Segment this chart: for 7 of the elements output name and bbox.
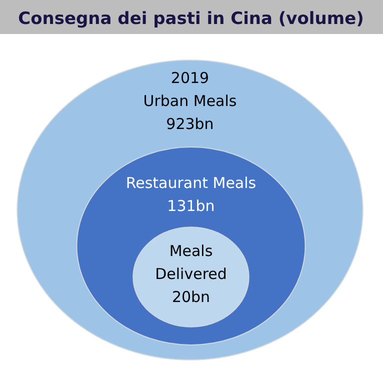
- data-label: 131bn: [167, 197, 215, 215]
- category-label: 2019 Urban Meals: [143, 69, 237, 110]
- text: Consegna dei pasti in Cina (volume): [18, 9, 364, 29]
- data-label: 923bn: [166, 115, 214, 133]
- data-label: 20bn: [172, 288, 210, 306]
- category-label: Meals Delivered: [155, 242, 227, 283]
- category-label: Restaurant Meals: [126, 174, 256, 192]
